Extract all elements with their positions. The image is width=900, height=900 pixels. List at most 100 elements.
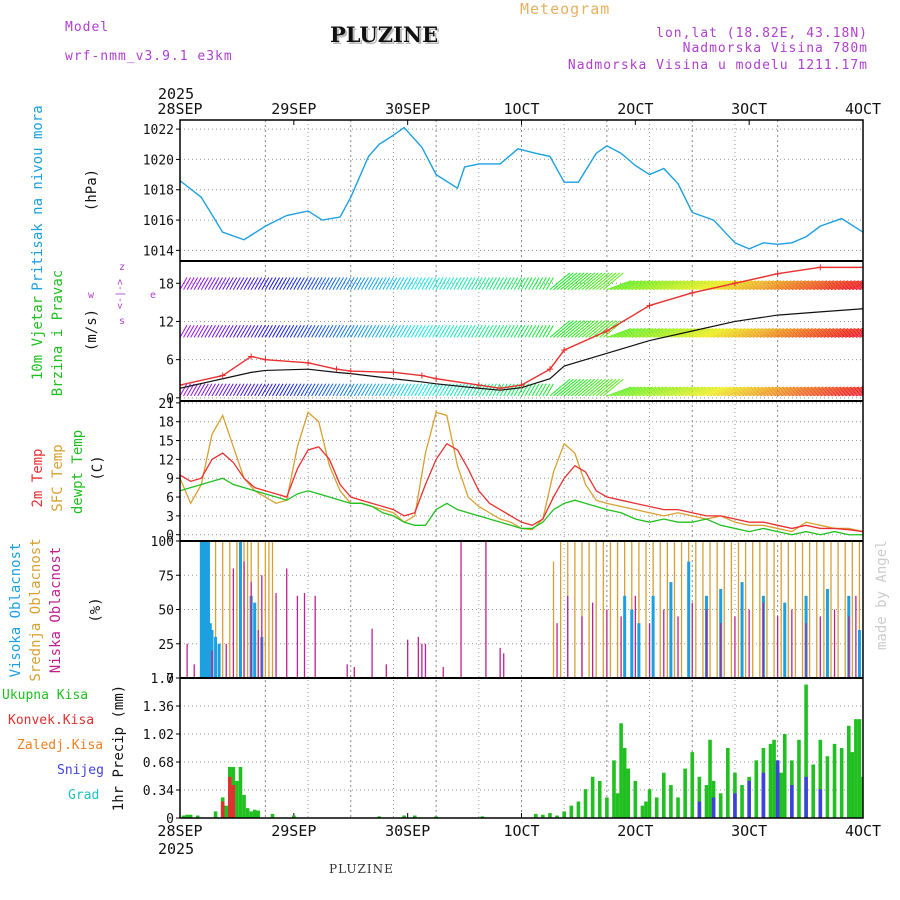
high-cloud-bar (651, 595, 655, 678)
wind-barb (524, 277, 533, 290)
wind-gust-marker (418, 372, 425, 379)
wind-barb (809, 328, 835, 338)
wind-barb (325, 277, 334, 290)
y-tick-label: 0 (166, 812, 174, 827)
wind-barb (428, 324, 437, 338)
wind-barb (425, 277, 433, 290)
wind-barb (421, 277, 430, 290)
wind-barb (304, 277, 312, 290)
temp-2m-line (180, 442, 863, 533)
precip-snow-bar (761, 772, 766, 818)
wind-barb (492, 277, 501, 290)
y-tick-label: 25 (158, 638, 174, 653)
high-cloud-bar (203, 541, 207, 678)
wind-barb (332, 277, 341, 290)
wind-barb (435, 324, 444, 338)
wind-barb (442, 277, 451, 290)
wind-barb (279, 383, 288, 397)
wind-barb (460, 324, 469, 338)
wind-barb (272, 324, 280, 338)
wind-barb (425, 324, 433, 338)
wind-barb (770, 280, 796, 291)
x-tick-label-top: 30SEP (385, 100, 430, 118)
wind-barb (318, 383, 327, 397)
wind-barb (805, 280, 831, 291)
wind-barb (652, 386, 678, 397)
frame-layer (179, 119, 864, 819)
wind-barb (250, 277, 259, 290)
precip-snow-bar (804, 776, 808, 818)
precip-total-bar (569, 805, 574, 818)
high-cloud-bar (217, 643, 221, 678)
wind-barb (702, 280, 728, 291)
wind-barb (581, 272, 603, 291)
x-tick-label-top: 29SEP (271, 100, 316, 118)
wind-barb (421, 324, 430, 338)
x-tick-label-bottom: 30SEP (385, 822, 430, 840)
wind-barb (414, 324, 423, 338)
precip-total-bar (245, 808, 250, 818)
dewpt-title: dewpt Temp (70, 430, 86, 514)
high-cloud-bar (214, 636, 218, 678)
wind-barb (467, 324, 476, 338)
wind-barb (759, 386, 785, 397)
wind-barb (464, 383, 473, 397)
wind-barb (318, 324, 327, 338)
wind-barb (481, 277, 490, 290)
mid-cloud-title: Srednja Oblacnost (28, 538, 44, 681)
wind-barb (282, 383, 291, 397)
wind-barb (375, 277, 384, 290)
wind-barb (467, 277, 476, 290)
wind-barb (748, 328, 774, 338)
wind-barb (667, 386, 692, 397)
wind-barb (506, 383, 515, 397)
precip-total-bar (811, 764, 815, 818)
wind-barb (642, 386, 668, 397)
wind-gust-marker (305, 359, 312, 366)
wind-barb (378, 277, 387, 290)
wind-gust-marker (475, 382, 482, 389)
wind-barb (759, 280, 785, 291)
precip-total-bar (857, 719, 862, 818)
wind-barb (674, 280, 700, 291)
wind-barb (304, 324, 312, 338)
x-tick-label-bottom: 2OCT (617, 822, 653, 840)
wind-gust-marker (603, 328, 610, 334)
wind-barb (353, 324, 362, 338)
wind-barb (393, 324, 401, 338)
y-tick-label: 21 (158, 397, 174, 412)
sfc-temp-title: SFC Temp (50, 444, 66, 511)
wind-barb (816, 386, 842, 397)
wind-barb (314, 324, 323, 338)
wind-barb (731, 280, 756, 291)
wind-barb (343, 277, 352, 290)
wind-barb (667, 280, 692, 291)
wind-barb (449, 277, 458, 290)
wind-barb (254, 277, 263, 290)
precip-total-bar (533, 813, 538, 818)
wind-barb (257, 324, 266, 338)
wind-barb (200, 324, 209, 338)
wind-barb (813, 280, 838, 291)
wind-barb (834, 386, 860, 397)
wind-barb (855, 334, 863, 338)
wind-barb (321, 277, 330, 290)
wind-barb (606, 280, 632, 291)
wind-barb (652, 280, 678, 291)
wind-barb (211, 324, 220, 338)
wind-barb (417, 383, 426, 397)
wind-barb (720, 328, 746, 338)
wind-barb (581, 378, 603, 397)
wind-barb (841, 281, 863, 291)
wind-barb (692, 386, 717, 397)
wind-barb (823, 386, 849, 397)
wind-barb (549, 378, 571, 397)
wind-barb (321, 383, 330, 397)
wind-barb (332, 383, 341, 397)
y-tick-label: 9 (166, 472, 174, 487)
wind-barb (446, 324, 455, 338)
high-cloud-bar (206, 541, 210, 678)
wind-barb (506, 277, 515, 290)
precip-total-bar (683, 768, 687, 818)
pressure-ylabel: (hPa) (84, 169, 100, 211)
